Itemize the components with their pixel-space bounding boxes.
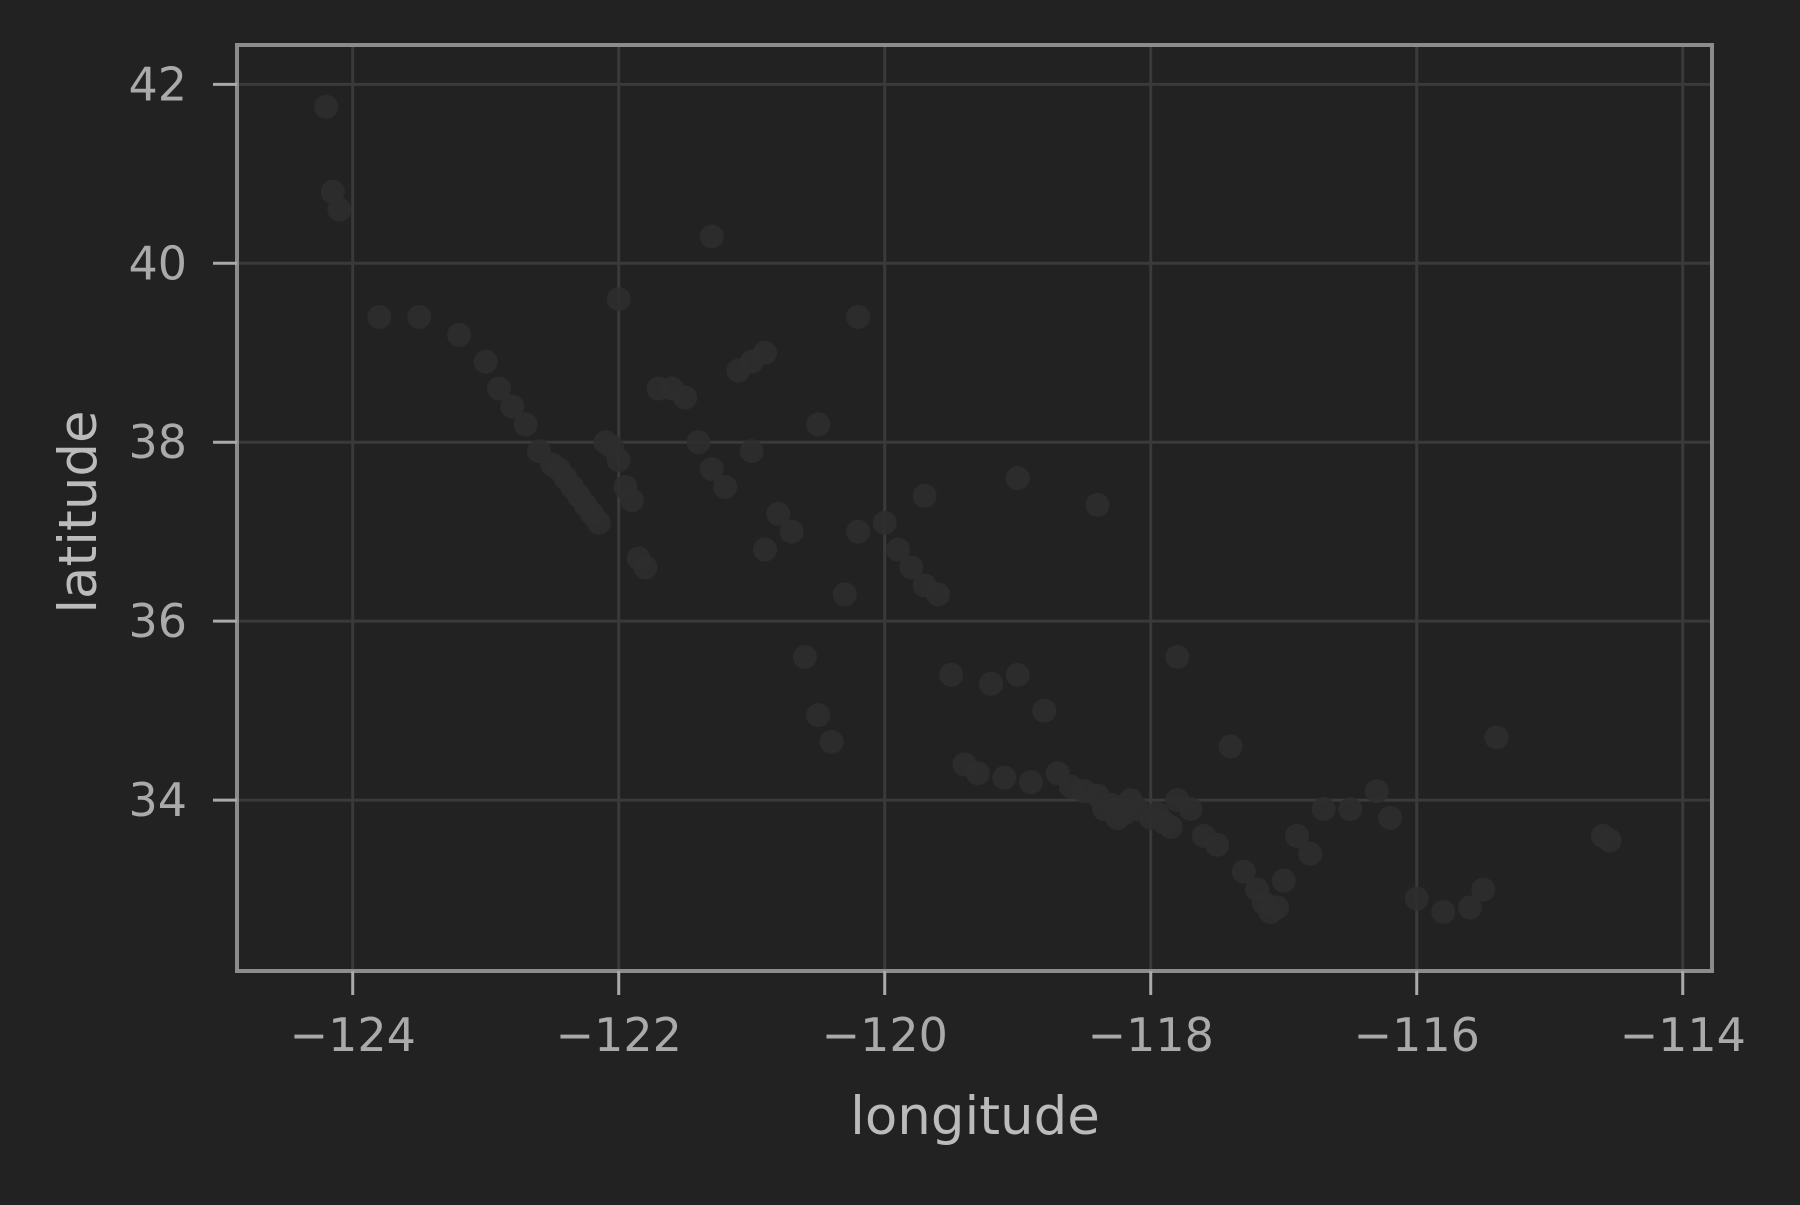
scatter-point: [1378, 806, 1403, 831]
scatter-point: [846, 304, 871, 329]
scatter-point: [473, 349, 498, 374]
scatter-point: [819, 729, 844, 754]
scatter-point: [1178, 797, 1203, 822]
scatter-point: [1311, 797, 1336, 822]
scatter-point: [846, 519, 871, 544]
scatter-point: [832, 582, 857, 607]
scatter-point: [1364, 779, 1389, 804]
scatter-point: [1471, 877, 1496, 902]
scatter-point: [1285, 823, 1310, 848]
scatter-point: [1431, 899, 1456, 924]
scatter-point: [513, 412, 538, 437]
scatter-point: [1032, 698, 1057, 723]
x-tick-label: −124: [290, 1008, 416, 1062]
y-tick-label: 38: [128, 415, 187, 469]
scatter-point: [367, 304, 392, 329]
y-tick-label: 36: [128, 594, 187, 648]
plot-frame: [235, 43, 1714, 973]
scatter-point: [586, 510, 611, 535]
scatter-point: [992, 765, 1017, 790]
scatter-point: [925, 582, 950, 607]
scatter-point: [1457, 895, 1482, 920]
scatter-point: [912, 483, 937, 508]
scatter-point: [500, 394, 525, 419]
scatter-point: [1205, 832, 1230, 857]
scatter-point: [1019, 770, 1044, 795]
y-tick-label: 42: [128, 57, 187, 111]
scatter-point: [1298, 841, 1323, 866]
scatter-point: [606, 448, 631, 473]
plot-area: −124 −122 −120 −118 −116 −114 34 36 38 40 42: [128, 43, 1746, 1062]
x-tick-label: −120: [822, 1008, 948, 1062]
scatter-point: [939, 662, 964, 687]
scatter-point: [766, 501, 791, 526]
scatter-point: [699, 457, 724, 482]
plot-background: [237, 45, 1712, 971]
scatter-point: [606, 287, 631, 312]
x-tick-label: −114: [1620, 1008, 1746, 1062]
y-axis-label: latitude: [48, 410, 109, 613]
scatter-point: [792, 644, 817, 669]
scatter-point: [1597, 828, 1622, 853]
scatter-point: [1218, 734, 1243, 759]
scatter-point: [753, 340, 778, 365]
x-tick-label: −122: [556, 1008, 682, 1062]
scatter-point: [1338, 797, 1363, 822]
scatter-point: [487, 376, 512, 401]
scatter-point: [965, 761, 990, 786]
scatter-point: [806, 412, 831, 437]
scatter-point: [1231, 859, 1256, 884]
scatter-point: [1265, 895, 1290, 920]
scatter-point: [1404, 886, 1429, 911]
scatter-point: [1005, 662, 1030, 687]
x-tick-label: −118: [1088, 1008, 1214, 1062]
scatter-point: [713, 474, 738, 499]
scatter-point: [872, 510, 897, 535]
scatter-point: [314, 94, 339, 119]
scatter-point: [779, 519, 804, 544]
x-axis-label: longitude: [850, 1086, 1100, 1147]
scatter-point: [753, 537, 778, 562]
scatter-point: [673, 385, 698, 410]
scatter-point: [327, 197, 352, 222]
scatter-point: [1271, 868, 1296, 893]
scatter-point: [886, 537, 911, 562]
scatter-point: [686, 430, 711, 455]
scatter-point: [407, 304, 432, 329]
scatter-point: [620, 488, 645, 513]
scatter-point: [1005, 466, 1030, 491]
scatter-point: [699, 224, 724, 249]
scatter-point: [1158, 814, 1183, 839]
y-tick-label: 40: [128, 236, 187, 290]
scatter-point: [739, 439, 764, 464]
scatter-point: [1484, 725, 1509, 750]
scatter-point: [806, 703, 831, 728]
scatter-point: [447, 322, 472, 347]
x-tick-label: −116: [1354, 1008, 1480, 1062]
scatter-point: [1085, 492, 1110, 517]
scatter-point: [899, 555, 924, 580]
scatter-point: [979, 671, 1004, 696]
scatter-point: [1165, 644, 1190, 669]
y-tick-label: 34: [128, 773, 187, 827]
scatter-point: [633, 555, 658, 580]
